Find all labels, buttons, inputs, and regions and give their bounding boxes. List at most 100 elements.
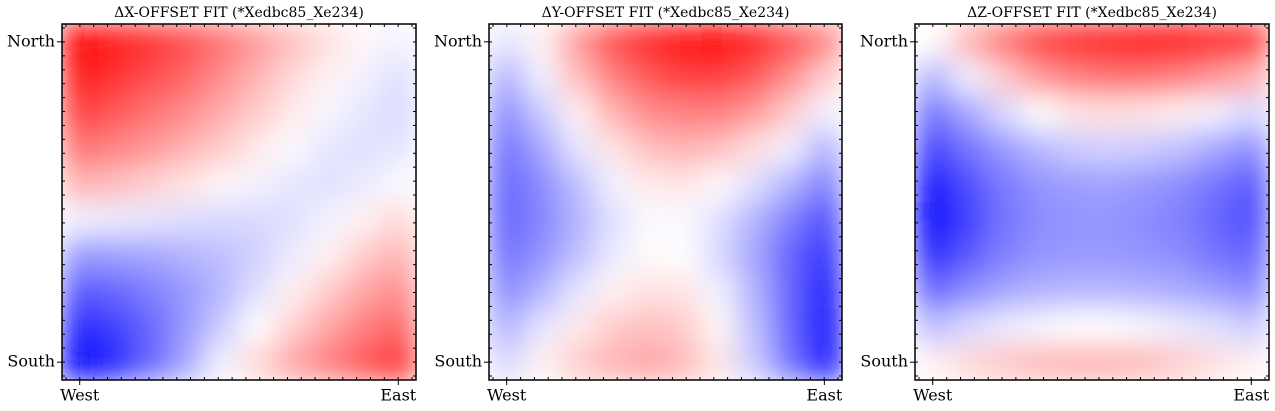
cell: [665, 237, 702, 274]
cell: [700, 130, 737, 167]
cell: [168, 24, 205, 61]
cell: [1162, 273, 1199, 310]
cell: [1092, 202, 1128, 239]
cell: [274, 166, 311, 203]
cell: [203, 130, 240, 167]
cell: [665, 95, 702, 132]
cell: [950, 237, 987, 274]
cell: [630, 59, 666, 96]
cell: [950, 308, 987, 345]
cell: [665, 130, 702, 167]
cell: [309, 166, 346, 203]
cell: [559, 237, 596, 274]
cell: [62, 237, 98, 274]
cell: [700, 273, 737, 310]
cell: [97, 308, 134, 345]
cell: [345, 273, 382, 310]
cell: [62, 130, 98, 167]
cell: [345, 344, 382, 380]
cell: [950, 344, 987, 380]
cell: [97, 95, 134, 132]
cell: [97, 130, 134, 167]
cell: [489, 308, 525, 345]
cell: [1162, 24, 1199, 61]
y-tick-label: South: [434, 352, 482, 371]
cell: [559, 24, 596, 61]
cell: [594, 202, 631, 239]
cell: [524, 237, 561, 274]
cell: [985, 237, 1022, 274]
cell: [771, 273, 808, 310]
cell: [806, 237, 842, 274]
cell: [950, 24, 987, 61]
cell: [380, 130, 416, 167]
cell: [1233, 308, 1269, 345]
cell: [1021, 166, 1058, 203]
cell: [1021, 24, 1058, 61]
cell: [97, 166, 134, 203]
cell: [915, 202, 951, 239]
cell: [274, 202, 311, 239]
cell: [736, 59, 772, 96]
cell: [345, 308, 382, 345]
cell: [274, 237, 311, 274]
cell: [950, 130, 987, 167]
cell: [665, 166, 702, 203]
cell: [97, 344, 134, 380]
cell: [736, 273, 772, 310]
cell: [168, 130, 205, 167]
cell: [62, 202, 98, 239]
cell: [1162, 308, 1199, 345]
y-tick-label: North: [434, 31, 482, 50]
cell: [700, 308, 737, 345]
cell: [97, 24, 134, 61]
cell: [62, 95, 98, 132]
cell: [62, 166, 98, 203]
cell: [771, 237, 808, 274]
cell: [1198, 308, 1235, 345]
cell: [274, 308, 311, 345]
cell: [771, 308, 808, 345]
cells: [62, 24, 416, 380]
y-tick-label: South: [7, 352, 55, 371]
cell: [806, 24, 842, 61]
cell: [665, 308, 702, 345]
cell: [1021, 344, 1058, 380]
cell: [594, 59, 631, 96]
x-tick-label: East: [380, 386, 416, 405]
cell: [345, 130, 382, 167]
cell: [700, 24, 737, 61]
cell: [1162, 95, 1199, 132]
cell: [309, 308, 346, 345]
cell: [97, 273, 134, 310]
cell: [771, 166, 808, 203]
cell: [132, 237, 169, 274]
cell: [700, 237, 737, 274]
cell: [1162, 237, 1199, 274]
cell: [915, 344, 951, 380]
cell: [950, 95, 987, 132]
cell: [524, 273, 561, 310]
x-tick-label: West: [913, 386, 953, 405]
cell: [380, 166, 416, 203]
cell: [1198, 130, 1235, 167]
cell: [736, 237, 772, 274]
cell: [1127, 308, 1164, 345]
cell: [1233, 59, 1269, 96]
cell: [1233, 237, 1269, 274]
cell: [380, 237, 416, 274]
cell: [239, 166, 275, 203]
plot-frame: [61, 23, 417, 381]
cell: [203, 202, 240, 239]
cell: [630, 237, 666, 274]
cell: [489, 59, 525, 96]
cell: [736, 202, 772, 239]
cell: [771, 24, 808, 61]
cell: [239, 344, 275, 380]
cell: [345, 95, 382, 132]
x-tick-label: East: [1233, 386, 1269, 405]
cell: [700, 59, 737, 96]
cell: [239, 273, 275, 310]
cell: [1056, 95, 1093, 132]
cell: [489, 237, 525, 274]
